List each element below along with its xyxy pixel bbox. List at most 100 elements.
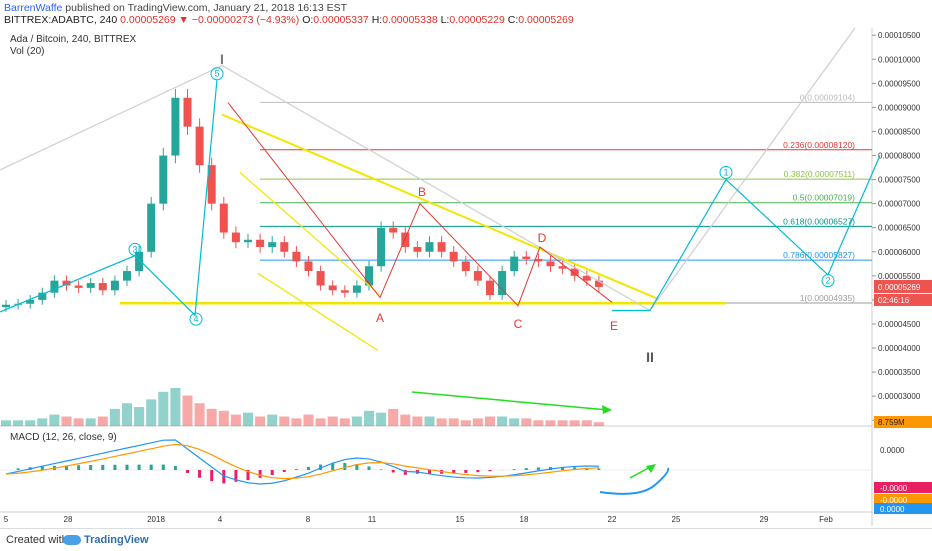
volume-bar	[13, 420, 23, 426]
volume-bar	[497, 417, 507, 427]
candle-body	[232, 233, 240, 243]
price-tick-label: 0.00004000	[878, 344, 921, 353]
volume-bar	[437, 418, 447, 426]
volume-bar	[1, 420, 11, 426]
macd-histogram-bar	[210, 470, 213, 481]
macd-axis-label: 0.0000	[880, 505, 905, 514]
candle-body	[341, 290, 349, 292]
macd-histogram-bar	[489, 470, 492, 471]
macd-histogram-bar	[77, 465, 80, 470]
volume-bar	[521, 418, 531, 426]
price-tick-label: 0.00004500	[878, 320, 921, 329]
volume-bar	[328, 417, 338, 427]
abcde-wave-path	[228, 103, 612, 306]
time-tick-label: 28	[64, 515, 73, 524]
candle-body	[450, 252, 458, 262]
signal-line	[6, 444, 599, 478]
macd-histogram-bar	[174, 466, 177, 470]
volume-bar	[425, 417, 435, 427]
macd-histogram-bar	[186, 470, 189, 473]
fib-level-label: 0.618(0.00006527)	[783, 216, 855, 226]
candle-body	[99, 283, 107, 290]
price-tick-label: 0.00009500	[878, 79, 921, 88]
volume-bar	[304, 415, 314, 426]
wave-label: C	[514, 317, 523, 331]
volume-bar	[110, 409, 120, 426]
price-tick-label: 0.00005500	[878, 272, 921, 281]
tradingview-brand[interactable]: TradingView	[84, 534, 149, 546]
candle-body	[87, 283, 95, 288]
macd-histogram-bar	[537, 467, 540, 470]
tradingview-logo-icon	[63, 535, 81, 545]
volume-bar	[582, 420, 592, 426]
time-tick-label: 2018	[147, 515, 165, 524]
created-with-text: Created with	[6, 534, 68, 546]
macd-histogram-bar	[138, 465, 141, 470]
volume-bar	[195, 403, 205, 426]
candle-body	[329, 285, 337, 290]
macd-histogram-bar	[368, 466, 371, 470]
macd-histogram-bar	[126, 465, 129, 470]
volume-bar	[485, 417, 495, 427]
candle-body	[547, 261, 555, 266]
volume-bar	[98, 417, 108, 427]
resistance-trendline	[222, 115, 658, 299]
volume-bar	[449, 418, 459, 426]
wave-label: 3	[132, 244, 137, 254]
price-tick-label: 0.00010500	[878, 31, 921, 40]
candle-body	[135, 252, 143, 271]
candle-body	[244, 240, 252, 242]
price-tick-label: 0.00008500	[878, 127, 921, 136]
last-price-tag-label: 0.00005269	[878, 283, 921, 292]
wave-label: A	[376, 311, 384, 325]
price-tick-label: 0.00007000	[878, 200, 921, 209]
macd-histogram-bar	[513, 469, 516, 470]
volume-bar	[243, 413, 253, 426]
volume-bar	[352, 417, 362, 427]
volume-bar	[570, 420, 580, 426]
candle-body	[522, 257, 530, 259]
volume-indicator-label: Vol (20)	[10, 46, 44, 57]
macd-histogram-bar	[307, 467, 310, 470]
wave-label: 5	[214, 69, 219, 79]
volume-tag-label: 8.759M	[878, 418, 905, 427]
wave-label: D	[538, 231, 547, 245]
candle-body	[510, 257, 518, 271]
volume-bar	[267, 415, 277, 426]
candle-body	[462, 261, 470, 271]
fib-level-label: 0(0.00009104)	[800, 92, 855, 102]
macd-indicator-label: MACD (12, 26, close, 9)	[10, 432, 117, 443]
wave-label: I	[220, 51, 224, 67]
macd-histogram-bar	[380, 469, 383, 470]
candle-body	[486, 281, 494, 295]
time-tick-label: 18	[520, 515, 529, 524]
macd-histogram-bar	[295, 469, 298, 470]
macd-histogram-bar	[150, 465, 153, 470]
time-tick-label: 11	[368, 515, 377, 524]
volume-bar	[146, 399, 156, 426]
volume-bar	[400, 415, 410, 426]
macd-histogram-bar	[198, 470, 201, 478]
volume-bar	[183, 396, 193, 426]
volume-bar	[49, 415, 59, 426]
macd-histogram-bar	[464, 470, 467, 473]
fib-level-label: 0.382(0.00007511)	[784, 169, 855, 179]
volume-bar	[533, 420, 543, 426]
wave-label: II	[646, 349, 654, 365]
price-tick-label: 0.00003000	[878, 392, 921, 401]
macd-projection-curve	[600, 468, 668, 494]
fib-level-label: 0.5(0.00007019)	[793, 193, 856, 203]
volume-bar	[134, 407, 144, 426]
candle-body	[75, 285, 83, 287]
candle-body	[305, 261, 313, 271]
candle-body	[413, 247, 421, 252]
price-tick-label: 0.00006000	[878, 248, 921, 257]
candle-body	[353, 285, 361, 292]
volume-bar	[291, 418, 301, 426]
time-tick-label: 5	[4, 515, 9, 524]
footer-bar: Created with TradingView	[0, 528, 932, 551]
price-tick-label: 0.00007500	[878, 176, 921, 185]
candle-body	[220, 204, 228, 233]
